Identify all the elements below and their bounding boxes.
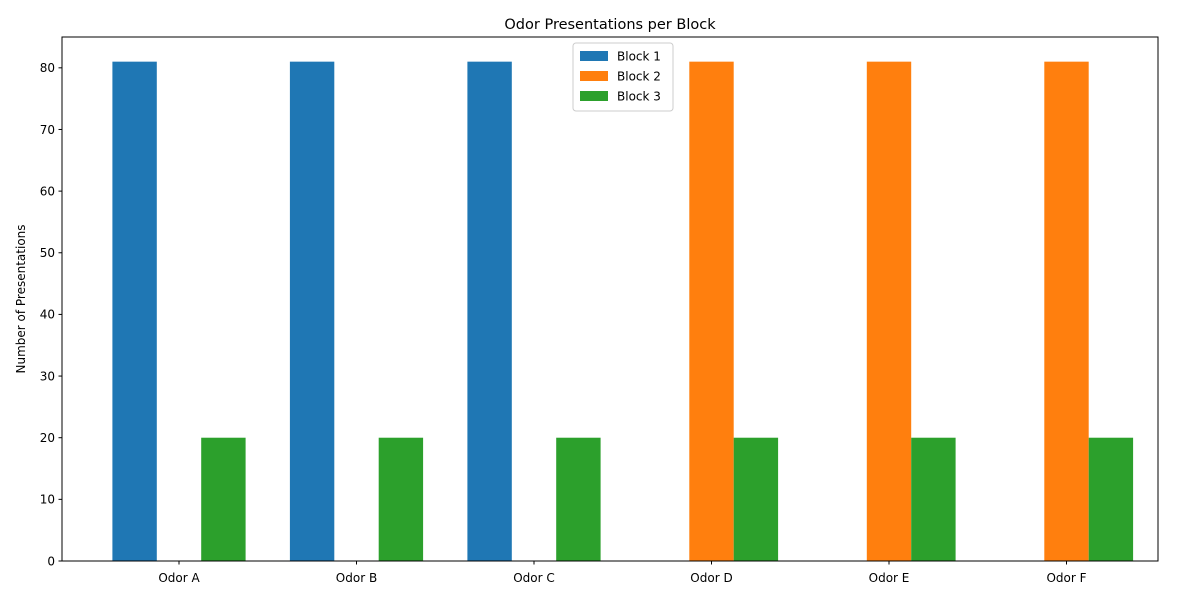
x-tick-label: Odor D	[690, 571, 732, 585]
bar-block-3-odor-c	[556, 437, 601, 561]
y-tick-label: 40	[40, 308, 55, 322]
y-tick-label: 70	[40, 123, 55, 137]
x-tick-label: Odor E	[869, 571, 910, 585]
y-tick-label: 60	[40, 184, 55, 198]
y-axis-title: Number of Presentations	[14, 224, 28, 373]
legend-label-block-1: Block 1	[617, 50, 661, 64]
legend-label-block-3: Block 3	[617, 90, 661, 104]
y-tick-label: 0	[47, 554, 55, 568]
bar-block-3-odor-a	[201, 437, 246, 561]
bar-block-2-odor-e	[866, 61, 912, 561]
legend-label-block-2: Block 2	[617, 70, 661, 84]
y-axis: 0 10 20 30 40 50 60 70 80	[40, 61, 62, 568]
legend-swatch-block-3	[580, 91, 608, 101]
y-tick-label: 80	[40, 61, 55, 75]
bar-block-2-odor-d	[689, 61, 734, 561]
x-tick-label: Odor B	[336, 571, 377, 585]
bar-block-2-odor-f	[1044, 61, 1089, 561]
x-tick-label: Odor C	[513, 571, 555, 585]
plot-area-frame	[61, 36, 1159, 562]
legend-swatch-block-2	[580, 71, 608, 81]
y-tick-label: 30	[40, 369, 55, 383]
y-tick-label: 50	[40, 246, 55, 260]
bar-block-1-odor-b	[289, 61, 335, 561]
legend-swatch-block-1	[580, 51, 608, 61]
bars-group	[112, 61, 1134, 561]
bar-block-3-odor-d	[733, 437, 779, 561]
bar-block-3-odor-e	[911, 437, 956, 561]
legend: Block 1 Block 2 Block 3	[572, 42, 674, 112]
bar-block-1-odor-a	[112, 61, 157, 561]
bar-block-3-odor-b	[378, 437, 424, 561]
chart-title: Odor Presentations per Block	[504, 17, 716, 33]
y-tick-label: 10	[40, 493, 55, 507]
bar-block-3-odor-f	[1088, 437, 1134, 561]
x-tick-label: Odor A	[158, 571, 200, 585]
bar-block-1-odor-c	[467, 61, 512, 561]
x-tick-label: Odor F	[1046, 571, 1086, 585]
x-axis: Odor A Odor B Odor C Odor D Odor E Odor F	[158, 561, 1087, 585]
y-tick-label: 20	[40, 431, 55, 445]
